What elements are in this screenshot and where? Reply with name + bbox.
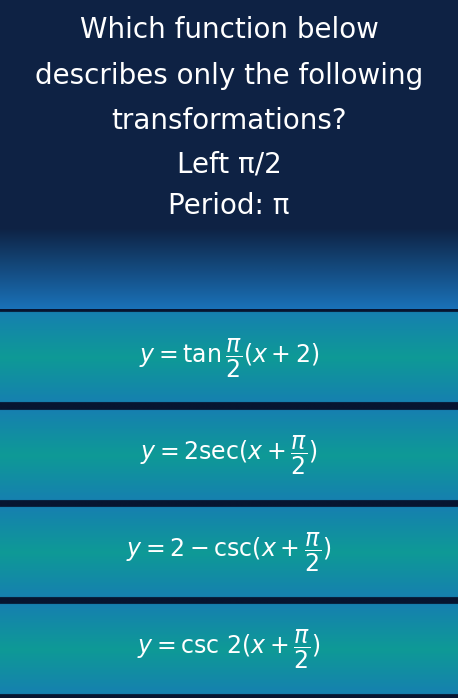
Text: Left π/2: Left π/2 — [177, 151, 281, 179]
Text: Period: π: Period: π — [168, 192, 290, 220]
Text: transformations?: transformations? — [111, 107, 347, 135]
Text: $y = \tan \dfrac{\pi}{2}(x + 2)$: $y = \tan \dfrac{\pi}{2}(x + 2)$ — [139, 336, 319, 380]
Text: $y = 2 - \csc(x + \dfrac{\pi}{2})$: $y = 2 - \csc(x + \dfrac{\pi}{2})$ — [126, 530, 332, 574]
Text: Which function below: Which function below — [80, 16, 378, 44]
Text: describes only the following: describes only the following — [35, 61, 423, 89]
Text: $y = 2\sec(x + \dfrac{\pi}{2})$: $y = 2\sec(x + \dfrac{\pi}{2})$ — [140, 433, 318, 477]
Text: $y = \csc\,2(x + \dfrac{\pi}{2})$: $y = \csc\,2(x + \dfrac{\pi}{2})$ — [137, 628, 321, 671]
